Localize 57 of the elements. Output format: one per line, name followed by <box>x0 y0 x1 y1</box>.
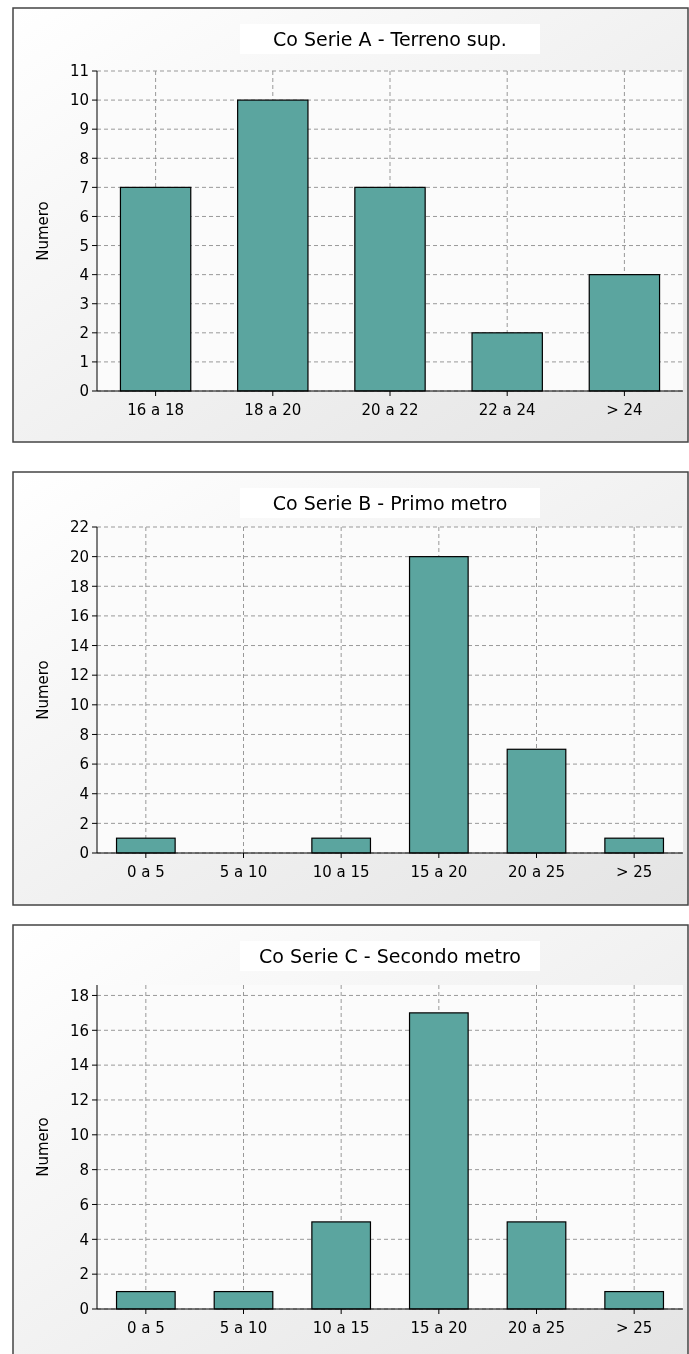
x-tick-label: 15 a 20 <box>410 1319 468 1337</box>
x-tick-label: 5 a 10 <box>219 1319 268 1337</box>
y-tick-label: 6 <box>79 207 89 226</box>
y-tick-label: 10 <box>69 696 89 715</box>
y-tick-label: 10 <box>69 91 89 110</box>
y-tick-label: 3 <box>79 294 89 313</box>
y-tick-label: 0 <box>79 1300 89 1319</box>
y-tick-label: 4 <box>79 1230 89 1249</box>
y-tick-label: 2 <box>79 1265 89 1284</box>
y-tick-label: 18 <box>69 577 89 596</box>
y-tick-label: 10 <box>69 1126 89 1145</box>
y-tick-label: 8 <box>79 1160 89 1179</box>
x-tick-label: 15 a 20 <box>410 863 468 881</box>
y-axis-title: Numero <box>34 201 52 261</box>
y-tick-label: 8 <box>79 149 89 168</box>
y-tick-label: 12 <box>69 666 89 685</box>
y-tick-label: 6 <box>79 755 89 774</box>
chart-title: Co Serie A - Terreno sup. <box>273 28 507 50</box>
y-tick-label: 11 <box>69 62 89 81</box>
x-tick-label: 5 a 10 <box>219 863 268 881</box>
y-tick-label: 2 <box>79 814 89 833</box>
y-tick-label: 12 <box>69 1091 89 1110</box>
y-tick-label: 16 <box>69 1021 89 1040</box>
x-tick-label: > 25 <box>615 1319 653 1337</box>
x-tick-label: 16 a 18 <box>127 401 185 419</box>
x-tick-label: 20 a 22 <box>361 401 419 419</box>
x-tick-label: 18 a 20 <box>244 401 302 419</box>
y-tick-label: 20 <box>69 547 89 566</box>
y-tick-label: 8 <box>79 725 89 744</box>
x-tick-label: 20 a 25 <box>508 1319 565 1337</box>
x-tick-label: 20 a 25 <box>508 863 565 881</box>
y-axis-title: Numero <box>34 1117 52 1177</box>
x-tick-label: 10 a 15 <box>312 1319 370 1337</box>
chart-title: Co Serie B - Primo metro <box>272 492 508 514</box>
x-tick-label: > 24 <box>606 401 643 419</box>
y-tick-label: 0 <box>79 844 89 863</box>
x-tick-label: 10 a 15 <box>312 863 370 881</box>
y-tick-label: 16 <box>69 607 89 626</box>
x-tick-label: 22 a 24 <box>478 401 536 419</box>
x-tick-label: > 25 <box>615 863 653 881</box>
y-tick-label: 9 <box>79 120 89 139</box>
y-tick-label: 0 <box>79 382 89 401</box>
y-tick-label: 2 <box>79 324 89 343</box>
y-tick-label: 4 <box>79 265 89 284</box>
y-tick-label: 22 <box>69 518 89 537</box>
y-tick-label: 14 <box>69 636 89 655</box>
y-tick-label: 1 <box>79 353 89 372</box>
x-tick-label: 0 a 5 <box>126 1319 165 1337</box>
y-tick-label: 6 <box>79 1195 89 1214</box>
chart-title: Co Serie C - Secondo metro <box>259 945 521 967</box>
x-tick-label: 0 a 5 <box>126 863 165 881</box>
y-tick-label: 18 <box>69 986 89 1005</box>
y-tick-label: 5 <box>79 236 89 255</box>
y-axis-title: Numero <box>34 660 52 720</box>
y-tick-label: 14 <box>69 1056 89 1075</box>
y-tick-label: 7 <box>79 178 89 197</box>
y-tick-label: 4 <box>79 784 89 803</box>
